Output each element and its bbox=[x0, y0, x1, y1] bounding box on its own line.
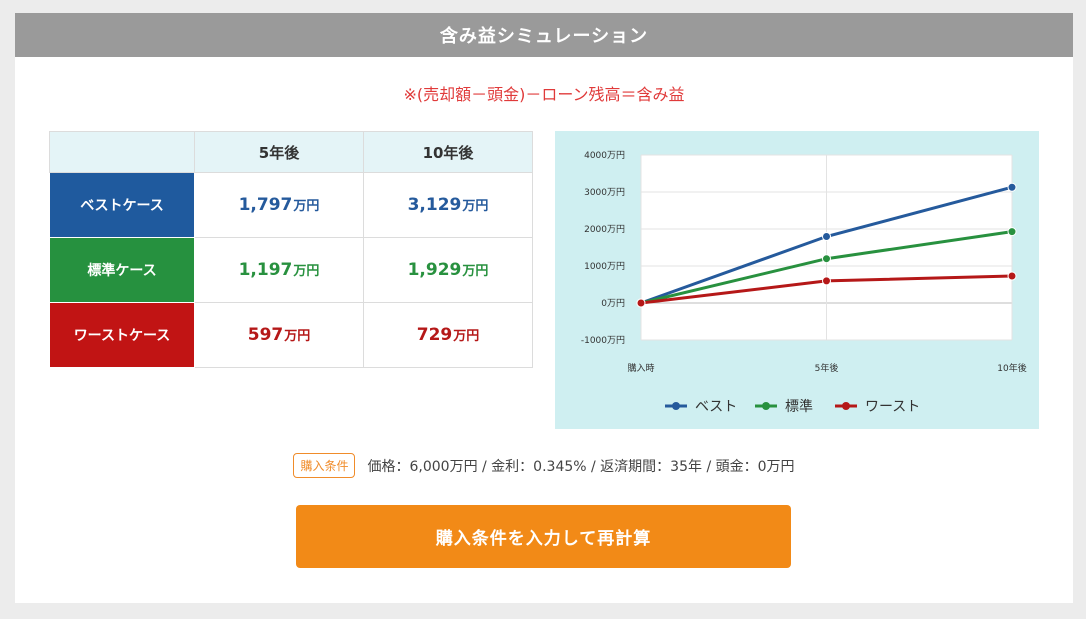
table-header-10y: 10年後 bbox=[363, 131, 533, 173]
table-header-5y: 5年後 bbox=[194, 131, 364, 173]
x-tick-label: 5年後 bbox=[815, 362, 839, 374]
result-table: 5年後 10年後 ベストケース 1,797万円 3,129万円 標準ケース 1,… bbox=[49, 131, 533, 368]
data-point bbox=[1007, 182, 1017, 192]
table-header-empty bbox=[49, 131, 195, 173]
legend-marker-2 bbox=[842, 402, 850, 410]
table-row-standard: 標準ケース 1,197万円 1,929万円 bbox=[49, 237, 533, 303]
unit-label: 万円 bbox=[293, 199, 320, 214]
data-point bbox=[822, 276, 831, 286]
unit-label: 万円 bbox=[284, 329, 311, 344]
panel-title: 含み益シミュレーション bbox=[15, 13, 1073, 57]
purchase-conditions: 購入条件 価格：6,000万円 / 金利：0.345% / 返済期間：35年 /… bbox=[15, 453, 1073, 478]
data-point bbox=[1007, 271, 1017, 281]
row-label-worst: ワーストケース bbox=[49, 302, 195, 368]
legend-label-1: 標準 bbox=[785, 399, 813, 415]
value-worst-5y: 597 bbox=[247, 325, 284, 345]
conditions-text: 価格：6,000万円 / 金利：0.345% / 返済期間：35年 / 頭金：0… bbox=[367, 458, 795, 475]
x-tick-label: 10年後 bbox=[997, 362, 1026, 374]
cell-best-5y: 1,797万円 bbox=[194, 172, 364, 238]
unit-label: 万円 bbox=[293, 264, 320, 279]
row-label-standard: 標準ケース bbox=[49, 237, 195, 303]
unit-label: 万円 bbox=[462, 199, 489, 214]
x-tick-label: 購入時 bbox=[627, 362, 654, 374]
unit-label: 万円 bbox=[453, 329, 480, 344]
row-label-best: ベストケース bbox=[49, 172, 195, 238]
value-standard-10y: 1,929 bbox=[407, 260, 462, 280]
cell-best-10y: 3,129万円 bbox=[363, 172, 533, 238]
value-standard-5y: 1,197 bbox=[238, 260, 293, 280]
value-best-5y: 1,797 bbox=[238, 195, 293, 215]
table-row-best: ベストケース 1,797万円 3,129万円 bbox=[49, 172, 533, 238]
formula-note: ※(売却額－頭金)－ローン残高＝含み益 bbox=[403, 85, 685, 104]
legend-label-0: ベスト bbox=[695, 399, 737, 415]
y-tick-label: 2000万円 bbox=[584, 224, 625, 235]
cell-worst-10y: 729万円 bbox=[363, 302, 533, 368]
cell-standard-5y: 1,197万円 bbox=[194, 237, 364, 303]
line-chart: -1000万円 0万円 1000万円 2000万円 3000万円 4000万円購入時 5年後… bbox=[555, 131, 1039, 429]
y-tick-label: 4000万円 bbox=[584, 150, 625, 161]
simulation-panel: 含み益シミュレーション ※(売却額－頭金)－ローン残高＝含み益 5年後 10年後… bbox=[15, 13, 1073, 603]
cell-standard-10y: 1,929万円 bbox=[363, 237, 533, 303]
data-point bbox=[636, 298, 646, 308]
y-tick-label: 1000万円 bbox=[584, 261, 625, 272]
legend-marker-0 bbox=[672, 402, 680, 410]
conditions-badge: 購入条件 bbox=[293, 453, 356, 478]
data-point bbox=[822, 232, 831, 242]
y-tick-label: 0万円 bbox=[601, 298, 625, 309]
value-best-10y: 3,129 bbox=[407, 195, 462, 215]
legend-marker-1 bbox=[762, 402, 770, 410]
table-row-worst: ワーストケース 597万円 729万円 bbox=[49, 302, 533, 368]
unit-label: 万円 bbox=[462, 264, 489, 279]
data-point bbox=[822, 254, 831, 264]
y-tick-label: 3000万円 bbox=[584, 187, 625, 198]
recalculate-button[interactable]: 購入条件を入力して再計算 bbox=[296, 505, 791, 568]
value-worst-10y: 729 bbox=[416, 325, 453, 345]
table-header-row: 5年後 10年後 bbox=[49, 131, 533, 173]
legend-label-2: ワースト bbox=[865, 399, 920, 415]
y-tick-label: -1000万円 bbox=[581, 335, 625, 346]
data-point bbox=[1007, 227, 1017, 237]
cell-worst-5y: 597万円 bbox=[194, 302, 364, 368]
